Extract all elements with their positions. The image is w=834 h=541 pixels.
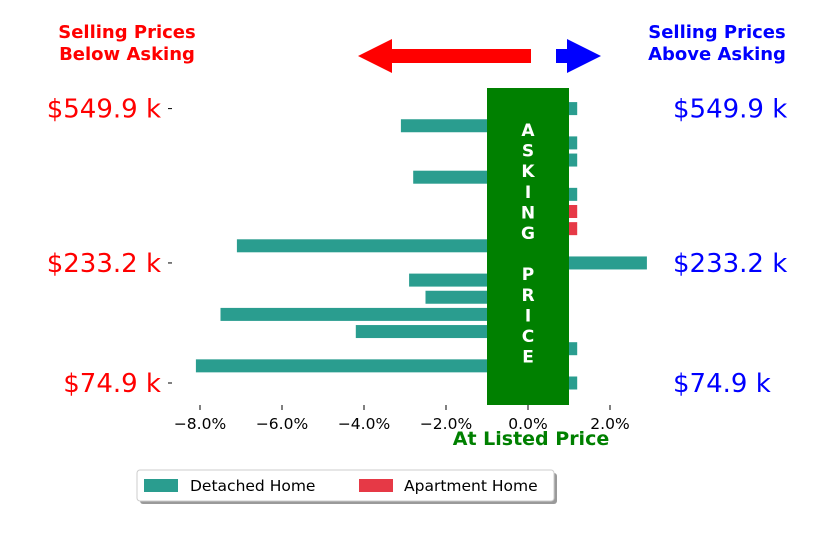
above-asking-title-line1: Selling Prices (648, 22, 785, 43)
asking-letter: R (521, 286, 534, 306)
asking-letter: K (521, 162, 535, 182)
left-arrow-icon (358, 39, 531, 73)
detached-bar (220, 307, 528, 321)
legend-label-apartment: Apartment Home (404, 477, 538, 495)
asking-letter: E (522, 348, 534, 368)
asking-letter: S (522, 142, 534, 162)
right-price-labels: $549.9 k $233.2 k $74.9 k (673, 95, 787, 399)
x-tick-label: −8.0% (174, 415, 226, 433)
asking-letter: C (522, 327, 534, 347)
x-axis-label: At Listed Price (453, 428, 609, 450)
asking-letter: P (522, 265, 534, 285)
asking-letter: A (521, 121, 535, 141)
right-price-label: $549.9 k (673, 95, 787, 125)
right-price-label: $233.2 k (673, 249, 787, 279)
left-price-label: $74.9 k (63, 369, 161, 399)
legend-swatch-detached (144, 479, 178, 492)
x-tick-label: 0.0% (508, 415, 547, 433)
x-axis-ticks: −8.0% −6.0% −4.0% −2.0% 0.0% 2.0% (174, 405, 630, 433)
x-tick-label: −4.0% (338, 415, 390, 433)
left-price-label: $549.9 k (47, 95, 161, 125)
asking-letter: I (525, 183, 531, 203)
x-tick-label: −6.0% (256, 415, 308, 433)
right-price-label: $74.9 k (673, 369, 771, 399)
legend-swatch-apartment (359, 479, 393, 492)
detached-bar (355, 325, 528, 339)
below-asking-title-line1: Selling Prices (58, 22, 195, 43)
x-tick-label: 2.0% (590, 415, 629, 433)
above-asking-title-line2: Above Asking (648, 44, 786, 65)
detached-bar (195, 359, 528, 373)
bars-group (195, 102, 647, 390)
below-asking-title-line2: Below Asking (59, 44, 195, 65)
detached-bar (236, 239, 528, 253)
right-arrow-icon (556, 39, 601, 73)
asking-letter: N (521, 203, 535, 223)
x-tick-label: −2.0% (420, 415, 472, 433)
left-price-label: $233.2 k (47, 249, 161, 279)
asking-letter: I (525, 306, 531, 326)
asking-letter: G (521, 224, 535, 244)
legend-label-detached: Detached Home (190, 477, 315, 495)
left-price-labels: $549.9 k $233.2 k $74.9 k (47, 95, 172, 399)
legend: Detached Home Apartment Home (136, 469, 557, 504)
asking-price-band (487, 88, 569, 405)
